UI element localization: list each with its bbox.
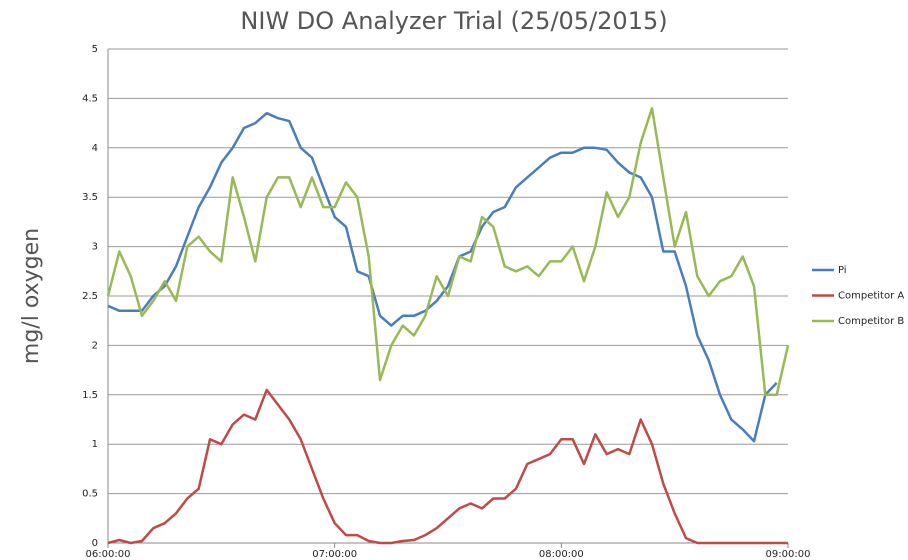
series-line bbox=[106, 107, 790, 397]
series-line bbox=[107, 388, 788, 545]
y-tick-label: 2.5 bbox=[82, 291, 98, 302]
x-tick-label: 08:00:00 bbox=[539, 549, 584, 560]
legend-label: Pi bbox=[838, 265, 847, 276]
y-tick-label: 0.5 bbox=[82, 489, 98, 500]
y-tick-label: 3.5 bbox=[82, 192, 98, 203]
x-tick-label: 06:00:00 bbox=[86, 549, 131, 560]
y-tick-label: 1 bbox=[92, 439, 98, 450]
x-tick-label: 07:00:00 bbox=[312, 549, 357, 560]
y-tick-label: 5 bbox=[92, 44, 98, 55]
y-axis-label: mg/l oxygen bbox=[19, 228, 44, 364]
chart-title: NIW DO Analyzer Trial (25/05/2015) bbox=[240, 7, 667, 35]
y-tick-label: 0 bbox=[92, 538, 98, 549]
y-tick-label: 4.5 bbox=[82, 93, 98, 104]
x-tick-label: 09:00:00 bbox=[766, 549, 811, 560]
y-tick-label: 3 bbox=[92, 242, 98, 253]
series-line bbox=[107, 111, 778, 443]
legend-label: Competitor A bbox=[838, 291, 904, 302]
legend-label: Competitor B bbox=[838, 316, 904, 327]
y-tick-label: 2 bbox=[92, 340, 98, 351]
y-tick-label: 1.5 bbox=[82, 390, 98, 401]
y-tick-label: 4 bbox=[92, 143, 98, 154]
